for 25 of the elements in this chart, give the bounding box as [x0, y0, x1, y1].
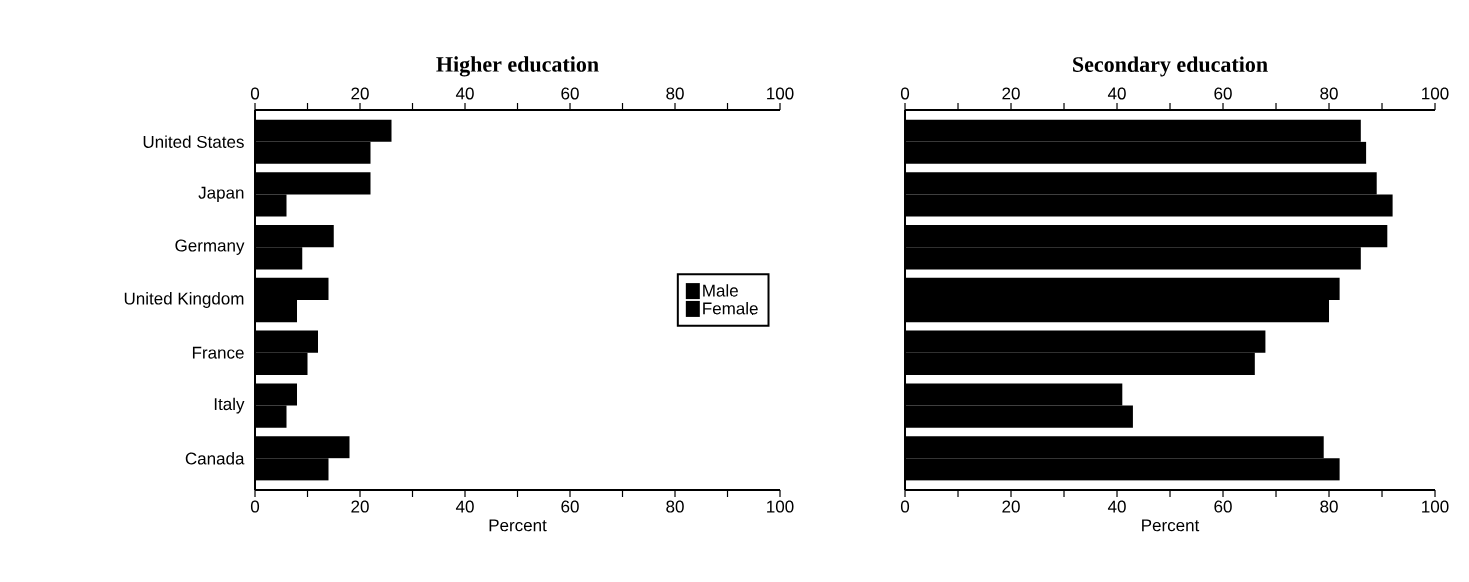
x-axis-title: Percent [489, 519, 547, 532]
x-tick-label: 0 [250, 500, 260, 513]
legend-label: Male [703, 284, 738, 297]
x-tick-label: 80 [666, 500, 684, 513]
x-tick-label: 0 [900, 87, 910, 100]
y-tick-label: Italy [214, 397, 245, 414]
y-tick-label: United Kingdom [124, 292, 244, 308]
y-tick-label: Canada [185, 452, 245, 465]
chart-title: Secondary education [1073, 56, 1268, 77]
y-tick-label: France [192, 346, 244, 359]
y-tick-label: Germany [175, 239, 245, 255]
x-tick-label: 60 [561, 500, 579, 513]
x-tick-label: 80 [1320, 87, 1338, 100]
x-tick-label: 40 [455, 500, 474, 513]
x-tick-label: 100 [767, 500, 794, 513]
y-tick-label: United States [143, 135, 244, 148]
legend-label: Female [703, 302, 758, 315]
x-tick-label: 20 [351, 500, 369, 513]
x-tick-label: 40 [1107, 87, 1126, 100]
x-axis-title: Percent [1142, 519, 1200, 532]
chart-title: Higher education [436, 56, 599, 77]
x-tick-label: 20 [1002, 87, 1020, 100]
x-tick-label: 60 [1214, 87, 1232, 100]
x-tick-label: 100 [1422, 87, 1449, 100]
y-tick-label: Japan [198, 186, 244, 203]
